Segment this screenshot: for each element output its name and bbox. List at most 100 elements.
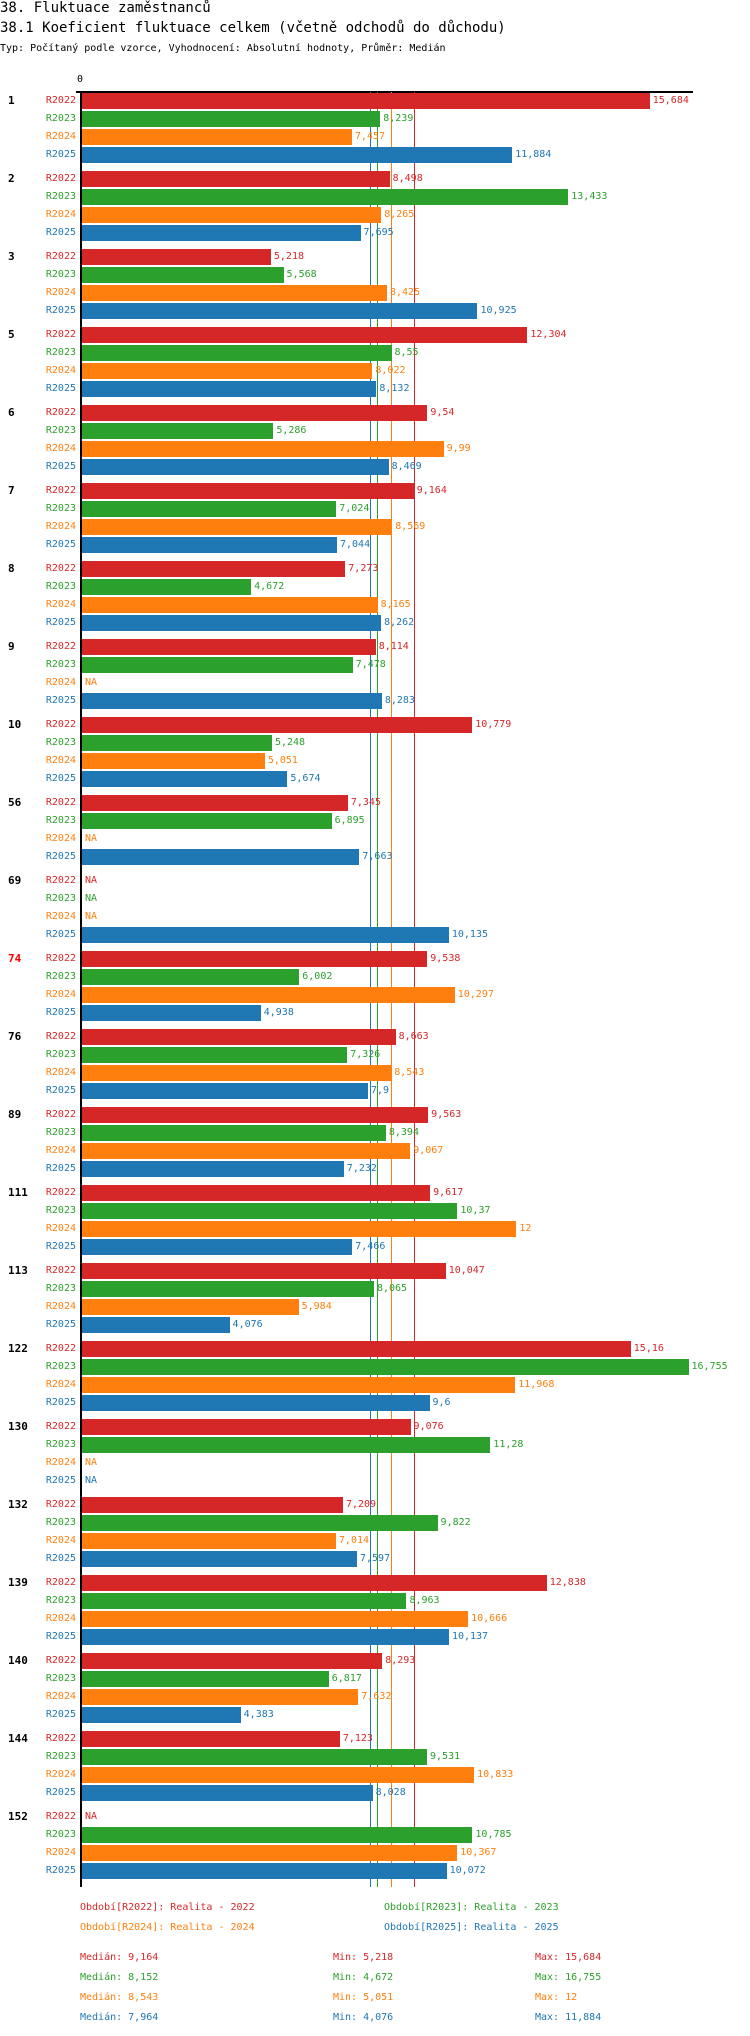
series-label: R2025 (45, 851, 76, 862)
bar-r2025 (82, 771, 288, 787)
bar-r2023 (82, 1515, 438, 1531)
series-label: R2025 (45, 1007, 76, 1018)
series-label: R2023 (45, 815, 76, 826)
series-label: R2023 (45, 191, 76, 202)
bar-r2023 (82, 657, 353, 673)
legend-item-r2022: Období[R2022]: Realita - 2022 (80, 1902, 255, 1913)
value-label: 9,538 (430, 953, 461, 964)
series-label: R2024 (45, 443, 76, 454)
bar-r2022 (82, 327, 528, 343)
bar-r2025 (82, 1239, 353, 1255)
bar-r2024 (82, 1377, 516, 1393)
series-label: R2023 (45, 1205, 76, 1216)
bar-r2023 (82, 579, 252, 595)
series-label: R2023 (45, 1283, 76, 1294)
series-label: R2022 (45, 95, 76, 106)
value-label: NA (85, 911, 98, 922)
bar-r2025 (82, 1317, 230, 1333)
series-label: R2024 (45, 287, 76, 298)
legend-item-r2024: Období[R2024]: Realita - 2024 (80, 1922, 255, 1933)
bar-r2025 (82, 1161, 344, 1177)
group-label: 1 (8, 94, 15, 107)
value-label: 7,326 (350, 1049, 381, 1060)
value-label: 11,28 (493, 1439, 524, 1450)
bar-r2023 (82, 1749, 428, 1765)
bar-r2022 (82, 1263, 446, 1279)
stat-min: Min: 4,076 (333, 2012, 394, 2023)
value-label: 5,051 (267, 755, 298, 766)
value-label: 9,822 (440, 1517, 471, 1528)
group-label: 76 (8, 1030, 22, 1043)
series-label: R2025 (45, 1865, 76, 1876)
bar-r2024 (82, 1143, 411, 1159)
series-label: R2025 (45, 1397, 76, 1408)
value-label: 10,779 (475, 719, 512, 730)
group-label: 89 (8, 1108, 22, 1121)
series-label: R2022 (45, 719, 76, 730)
bar-r2024 (82, 1065, 392, 1081)
group-label: 140 (8, 1654, 28, 1667)
value-label: 12,838 (549, 1577, 586, 1588)
series-label: R2024 (45, 677, 76, 688)
bar-r2022 (82, 1185, 431, 1201)
bar-r2024 (82, 1611, 469, 1627)
value-label: 10,072 (449, 1865, 486, 1876)
bar-r2023 (82, 189, 569, 205)
stat-min: Min: 5,051 (333, 1992, 394, 2003)
series-label: R2024 (45, 1301, 76, 1312)
stat-median: Medián: 7,964 (80, 2012, 159, 2023)
group-label: 10 (8, 718, 22, 731)
series-label: R2022 (45, 1655, 76, 1666)
group-label: 9 (8, 640, 15, 653)
series-label: R2025 (45, 1475, 76, 1486)
bar-r2022 (82, 1653, 383, 1669)
value-label: 8,293 (385, 1655, 416, 1666)
value-label: 7,597 (360, 1553, 391, 1564)
series-label: R2025 (45, 1319, 76, 1330)
series-label: R2022 (45, 641, 76, 652)
bar-r2023 (82, 1281, 374, 1297)
value-label: 5,984 (301, 1301, 332, 1312)
value-label: 10,047 (448, 1265, 485, 1276)
series-label: R2022 (45, 875, 76, 886)
bar-r2023 (82, 1671, 329, 1687)
value-label: 7,457 (354, 131, 386, 142)
value-label: 7,663 (362, 851, 393, 862)
value-label: 6,895 (334, 815, 365, 826)
series-label: R2024 (45, 1457, 76, 1468)
series-label: R2022 (45, 1811, 76, 1822)
value-label: 8,394 (388, 1127, 419, 1138)
bar-r2025 (82, 615, 382, 631)
series-label: R2025 (45, 227, 76, 238)
value-label: 10,367 (460, 1847, 497, 1858)
value-label: 8,022 (375, 365, 406, 376)
bar-r2024 (82, 285, 387, 301)
value-label: 9,531 (430, 1751, 461, 1762)
bar-r2023 (82, 1125, 386, 1141)
bar-r2022 (82, 405, 428, 421)
bar-r2024 (82, 987, 455, 1003)
value-label: 8,239 (383, 113, 414, 124)
series-label: R2025 (45, 617, 76, 628)
chart-info: Typ: Počítaný podle vzorce, Vyhodnocení:… (0, 43, 446, 54)
bar-r2025 (82, 1707, 241, 1723)
bar-r2022 (82, 1731, 340, 1747)
series-label: R2024 (45, 1613, 76, 1624)
bar-r2024 (82, 753, 265, 769)
series-label: R2022 (45, 329, 76, 340)
bar-r2022 (82, 1419, 411, 1435)
value-label: 10,785 (475, 1829, 512, 1840)
section-title: 38. Fluktuace zaměstnanců (0, 0, 211, 16)
stat-max: Max: 12 (535, 1992, 578, 2003)
value-label: 8,543 (394, 1067, 425, 1078)
series-label: R2024 (45, 1769, 76, 1780)
series-label: R2024 (45, 599, 76, 610)
bar-r2025 (82, 849, 360, 865)
series-label: R2023 (45, 425, 76, 436)
value-label: 15,16 (633, 1343, 664, 1354)
stat-max: Max: 16,755 (535, 1972, 602, 1983)
series-label: R2023 (45, 893, 76, 904)
value-label: 7,9 (370, 1085, 390, 1096)
bar-r2023 (82, 1047, 348, 1063)
bar-r2024 (82, 1221, 517, 1237)
